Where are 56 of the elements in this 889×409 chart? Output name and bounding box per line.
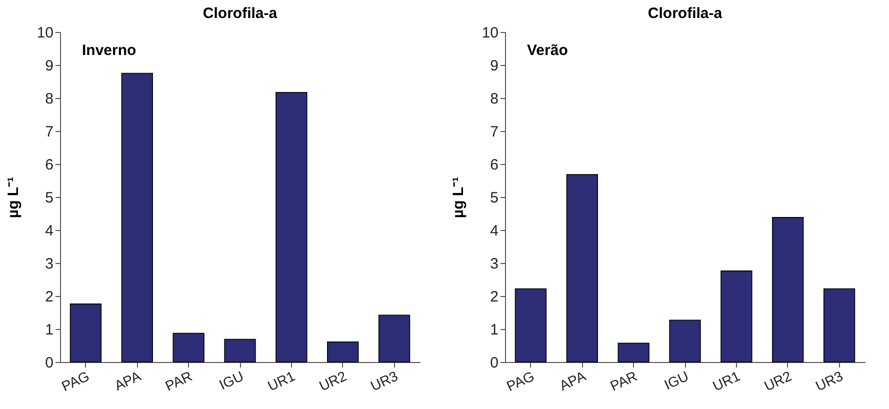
y-tick-label: 4 (45, 222, 54, 240)
x-tick-label: IGU (662, 368, 691, 393)
chart-title: Clorofila-a (648, 5, 723, 22)
x-tick-label: UR3 (368, 368, 400, 394)
x-tick-label: UR1 (710, 368, 743, 394)
annotation: Inverno (82, 42, 136, 59)
x-tick-label: PAR (162, 368, 194, 394)
y-tick-label: 1 (45, 322, 54, 338)
y-tick-label: 1 (490, 322, 498, 338)
y-tick-label: 3 (490, 256, 498, 272)
x-tick-label: PAR (608, 368, 640, 394)
x-tick-label: PAG (59, 368, 92, 394)
y-tick-label: 10 (482, 24, 498, 42)
bar (172, 332, 204, 362)
y-tick-label: 2 (45, 288, 54, 306)
bar (669, 320, 701, 362)
bar (378, 314, 410, 362)
bar (121, 72, 153, 362)
bar (224, 338, 256, 362)
bar (327, 341, 359, 362)
y-tick-label: 4 (490, 222, 498, 240)
y-axis-title: µg L⁻¹ (4, 176, 22, 218)
y-tick-label: 0 (490, 354, 498, 372)
x-tick-label: UR3 (813, 368, 846, 394)
bar (618, 342, 650, 362)
x-tick-label: PAG (504, 368, 537, 394)
y-tick-label: 5 (45, 190, 54, 206)
y-tick-label: 3 (45, 256, 54, 272)
y-tick-label: 10 (36, 24, 54, 42)
bar (566, 174, 598, 362)
x-tick-label: UR2 (762, 368, 794, 394)
y-tick-label: 6 (45, 156, 54, 174)
y-tick-label: 5 (490, 190, 498, 206)
y-tick-label: 9 (45, 58, 54, 74)
bar (720, 270, 752, 362)
y-tick-label: 7 (45, 124, 54, 140)
bar (823, 288, 856, 362)
chart-title: Clorofila-a (202, 5, 278, 22)
bar (514, 288, 547, 362)
bar (70, 304, 102, 362)
y-tick-label: 8 (45, 90, 54, 108)
bar (772, 217, 804, 362)
annotation: Verão (527, 42, 568, 59)
x-tick-label: APA (112, 367, 144, 394)
x-tick-label: IGU (216, 368, 246, 393)
y-tick-label: 0 (45, 354, 54, 372)
y-tick-label: 7 (490, 124, 498, 140)
x-tick-label: UR1 (265, 368, 298, 394)
y-tick-label: 2 (490, 288, 498, 306)
y-tick-label: 6 (490, 156, 498, 174)
x-tick-label: UR2 (316, 368, 349, 394)
bar (276, 92, 308, 362)
y-axis-title: µg L⁻¹ (450, 176, 467, 218)
y-tick-label: 9 (490, 58, 498, 74)
x-tick-label: APA (556, 367, 589, 394)
y-tick-label: 8 (490, 90, 498, 108)
